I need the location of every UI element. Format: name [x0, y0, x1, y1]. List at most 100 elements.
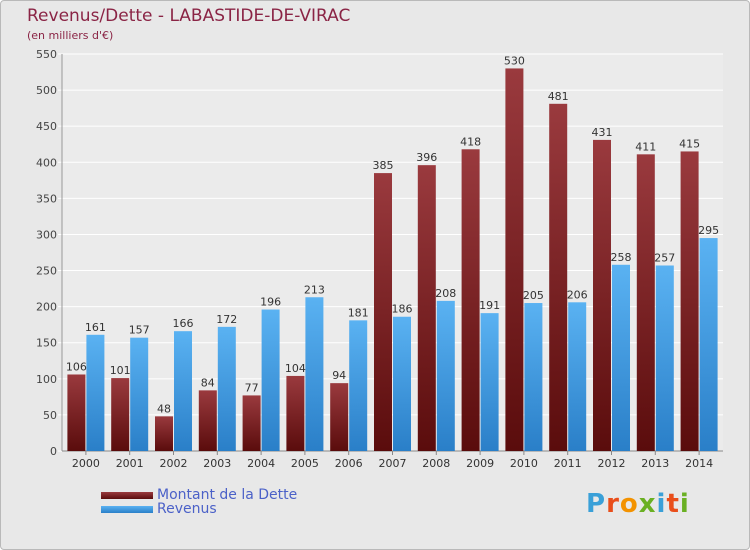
- x-tick-label: 2009: [466, 457, 494, 470]
- bar-dette: [374, 173, 392, 451]
- x-tick-label: 2000: [72, 457, 100, 470]
- value-label-revenus: 191: [479, 299, 500, 312]
- y-tick-label: 300: [36, 228, 57, 241]
- value-label-dette: 106: [66, 360, 87, 373]
- value-label-dette: 77: [245, 381, 259, 394]
- value-label-revenus: 166: [173, 317, 194, 330]
- x-tick-label: 2014: [685, 457, 713, 470]
- value-label-revenus: 157: [129, 324, 150, 337]
- y-tick-label: 400: [36, 156, 57, 169]
- x-tick-label: 2005: [291, 457, 319, 470]
- logo-letter: r: [606, 489, 620, 519]
- y-tick-label: 250: [36, 265, 57, 278]
- value-label-revenus: 213: [304, 283, 325, 296]
- bar-revenus: [130, 337, 149, 451]
- value-label-revenus: 172: [216, 313, 237, 326]
- bar-revenus: [655, 265, 674, 451]
- y-tick-label: 150: [36, 337, 57, 350]
- value-label-dette: 530: [504, 54, 525, 67]
- bar-dette: [155, 416, 173, 451]
- chart-subtitle: (en milliers d'€): [27, 29, 114, 42]
- x-tick-label: 2012: [598, 457, 626, 470]
- bar-revenus: [612, 264, 630, 451]
- value-label-dette: 411: [635, 140, 656, 153]
- value-label-revenus: 295: [698, 224, 719, 237]
- x-tick-label: 2008: [422, 457, 450, 470]
- bar-revenus: [217, 326, 236, 451]
- value-label-revenus: 205: [523, 289, 544, 302]
- value-label-revenus: 186: [392, 303, 413, 316]
- bar-dette: [461, 149, 480, 451]
- bar-dette: [111, 378, 130, 451]
- bar-revenus: [174, 331, 192, 451]
- legend-label-dette: Montant de la Dette: [157, 487, 298, 503]
- value-label-revenus: 208: [435, 287, 456, 300]
- x-tick-label: 2011: [554, 457, 582, 470]
- bar-dette: [505, 68, 524, 451]
- value-label-dette: 48: [157, 402, 171, 415]
- bar-revenus: [568, 302, 587, 451]
- bar-revenus: [349, 320, 368, 451]
- legend-swatch-revenus: [101, 505, 153, 513]
- y-tick-label: 100: [36, 373, 57, 386]
- value-label-revenus: 206: [567, 288, 588, 301]
- value-label-dette: 84: [201, 376, 215, 389]
- value-label-dette: 481: [548, 90, 569, 103]
- legend-swatch-dette: [101, 491, 153, 499]
- bar-dette: [330, 383, 349, 451]
- value-label-dette: 396: [416, 151, 437, 164]
- legend-item-dette: Montant de la Dette: [101, 487, 298, 503]
- logo-letter: i: [679, 489, 690, 519]
- bar-dette: [680, 151, 699, 452]
- x-tick-label: 2001: [116, 457, 144, 470]
- value-label-dette: 104: [285, 362, 306, 375]
- value-label-dette: 431: [592, 126, 613, 139]
- bar-dette: [67, 374, 86, 451]
- y-tick-label: 450: [36, 120, 57, 133]
- value-label-revenus: 161: [85, 321, 106, 334]
- value-label-revenus: 196: [260, 296, 281, 309]
- logo-letter: x: [638, 489, 657, 519]
- value-label-dette: 94: [332, 369, 346, 382]
- logo-letter: t: [666, 489, 680, 519]
- x-tick-label: 2002: [160, 457, 188, 470]
- y-tick-label: 500: [36, 84, 57, 97]
- value-label-revenus: 181: [348, 306, 369, 319]
- proxiti-logo: Proxiti: [586, 489, 690, 519]
- x-tick-label: 2006: [335, 457, 363, 470]
- value-label-revenus: 257: [654, 251, 675, 264]
- bar-dette: [286, 375, 305, 451]
- y-tick-label: 0: [50, 445, 57, 458]
- bar-revenus: [480, 313, 499, 451]
- bar-dette: [198, 390, 217, 451]
- bar-revenus: [305, 297, 324, 451]
- logo-letter: o: [619, 489, 639, 519]
- bar-dette: [636, 154, 655, 451]
- logo-letter: i: [656, 489, 667, 519]
- bar-revenus: [699, 238, 718, 451]
- bar-revenus: [524, 303, 543, 451]
- value-label-dette: 101: [110, 364, 131, 377]
- y-tick-label: 550: [36, 48, 57, 61]
- y-tick-label: 50: [43, 409, 57, 422]
- y-tick-label: 350: [36, 192, 57, 205]
- x-tick-label: 2003: [203, 457, 231, 470]
- x-tick-label: 2004: [247, 457, 275, 470]
- bar-dette: [242, 395, 261, 451]
- bar-revenus: [393, 316, 411, 451]
- legend-item-revenus: Revenus: [101, 501, 217, 517]
- value-label-dette: 418: [460, 135, 481, 148]
- bar-revenus: [86, 334, 105, 451]
- logo-letter: P: [586, 489, 607, 519]
- x-tick-label: 2010: [510, 457, 538, 470]
- legend-label-revenus: Revenus: [157, 501, 217, 517]
- bar-dette: [593, 139, 611, 451]
- bar-revenus: [436, 300, 455, 451]
- x-tick-label: 2013: [641, 457, 669, 470]
- y-tick-label: 200: [36, 301, 57, 314]
- bar-dette: [549, 103, 568, 452]
- value-label-revenus: 258: [611, 251, 632, 264]
- value-label-dette: 385: [373, 159, 394, 172]
